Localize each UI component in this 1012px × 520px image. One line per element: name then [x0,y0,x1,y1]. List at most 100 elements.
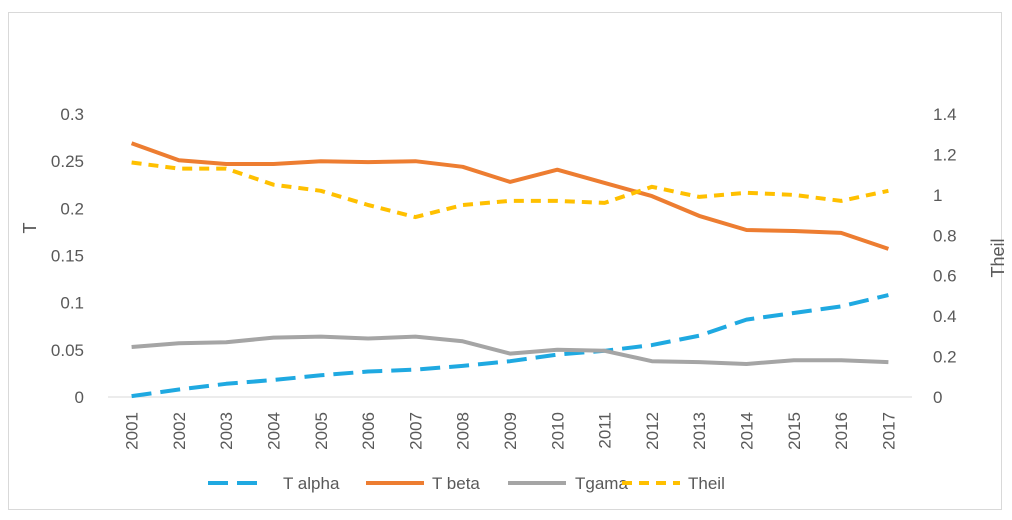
data-point-tgama [697,360,701,364]
y-tick-label: 0 [75,388,84,407]
data-point-tgama [650,359,654,363]
legend-label-theil: Theil [688,474,725,493]
data-point-t-alpha [886,293,890,297]
x-tick-label: 2008 [454,412,473,450]
x-tick-label: 2009 [501,412,520,450]
legend-label-tgama: Tgama [575,474,628,493]
data-point-theil [555,199,559,203]
data-point-tgama [130,345,134,349]
data-point-t-alpha [413,368,417,372]
data-point-t-alpha [839,304,843,308]
data-point-t-alpha [697,334,701,338]
data-point-t-beta [697,214,701,218]
series-group [130,141,890,399]
data-point-t-beta [508,180,512,184]
data-point-t-beta [650,194,654,198]
data-point-t-alpha [130,394,134,398]
data-point-theil [413,215,417,219]
data-point-theil [697,195,701,199]
y2-tick-label: 0 [933,388,942,407]
data-point-t-alpha [650,343,654,347]
data-point-t-alpha [508,359,512,363]
y2-tick-label: 1.2 [933,145,957,164]
x-tick-label: 2004 [265,412,284,450]
x-tick-label: 2017 [879,412,898,450]
data-point-tgama [461,339,465,343]
data-point-theil [839,199,843,203]
series-line-theil [131,160,889,220]
data-point-t-beta [603,181,607,185]
data-point-t-alpha [177,387,181,391]
data-point-tgama [272,336,276,340]
y2-tick-label: 1.4 [933,105,957,124]
x-tick-label: 2006 [359,412,378,450]
legend-item-t-alpha: T alpha [208,474,340,493]
x-tick-label: 2003 [217,412,236,450]
y2-tick-label: 0.2 [933,348,957,367]
x-tick-label: 2014 [737,412,756,450]
data-point-theil [366,203,370,207]
series-line-t-alpha [131,293,889,399]
x-tick-label: 2016 [832,412,851,450]
data-point-t-beta [272,162,276,166]
data-point-t-beta [177,158,181,162]
data-point-tgama [744,362,748,366]
data-point-theil [792,193,796,197]
y2-tick-label: 1 [933,186,942,205]
data-point-t-beta [413,159,417,163]
y2-tick-label: 0.8 [933,226,957,245]
x-tick-label: 2002 [170,412,189,450]
y-tick-label: 0.15 [51,247,84,266]
data-point-theil [650,185,654,189]
data-point-t-alpha [744,318,748,322]
data-point-t-beta [744,228,748,232]
data-point-theil [319,189,323,193]
data-point-theil [508,199,512,203]
data-point-tgama [413,335,417,339]
series-line-t-beta [130,141,890,251]
legend-label-t-alpha: T alpha [283,474,340,493]
data-point-tgama [886,360,890,364]
data-point-t-beta [555,168,559,172]
data-point-t-beta [224,162,228,166]
data-point-t-alpha [224,382,228,386]
x-tick-label: 2011 [596,412,615,449]
y-tick-label: 0.3 [60,105,84,124]
data-point-theil [744,191,748,195]
y-tick-label: 0.25 [51,152,84,171]
legend-item-tgama: Tgama [508,474,628,493]
data-point-theil [272,183,276,187]
data-point-t-beta [839,231,843,235]
data-point-tgama [839,358,843,362]
y2-tick-label: 0.6 [933,267,957,286]
data-point-t-alpha [461,364,465,368]
data-point-tgama [366,337,370,341]
x-tick-label: 2007 [406,412,425,450]
y2-axis-title: Theil [988,238,1008,277]
legend-item-theil: Theil [622,474,725,493]
axes-group: 0 0.05 0.1 0.15 0.2 0.25 0.3 0 0.2 0.4 0.6 0.8 1 1.2 1… [20,105,1008,450]
x-tick-label: 2015 [785,412,804,450]
data-point-theil [224,167,228,171]
chart-frame [8,12,1002,510]
data-point-t-alpha [366,370,370,374]
data-point-tgama [603,349,607,353]
data-point-t-beta [461,165,465,169]
data-point-tgama [224,340,228,344]
x-tick-label: 2005 [312,412,331,450]
data-point-t-beta [130,141,134,145]
y-tick-label: 0.1 [60,294,84,313]
data-point-t-beta [319,159,323,163]
data-point-t-alpha [555,353,559,357]
y-tick-label: 0.2 [60,199,84,218]
legend: T alpha T beta Tgama Theil [208,474,725,493]
data-point-t-beta [792,229,796,233]
data-point-t-alpha [319,373,323,377]
data-point-tgama [177,341,181,345]
data-point-theil [177,167,181,171]
data-point-t-beta [886,247,890,251]
x-tick-label: 2010 [548,412,567,450]
data-point-t-alpha [792,311,796,315]
